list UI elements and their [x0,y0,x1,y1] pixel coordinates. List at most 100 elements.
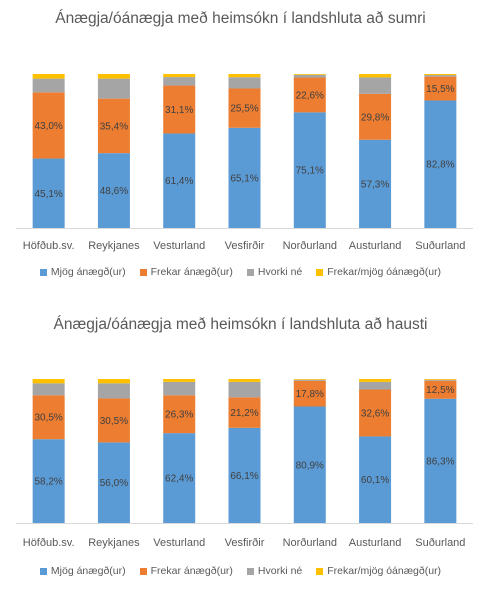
legend-item-hvorki-ne: Hvorki né [246,266,303,278]
bar-segment-vesturland-frekar-mjog-oan-gd-ur [163,379,196,382]
bar-segment-vesturland-frekar-an-gd-ur [163,395,196,434]
bar-segment-reykjanes-frekar-an-gd-ur [97,398,130,443]
legend-swatch [316,567,324,575]
data-label: 57,3% [361,179,389,190]
x-tick-label: Höfðub.sv. [23,537,75,549]
bar-segment-austurland-hvorki-ne [359,381,392,390]
bar-segment-vesfirdir-frekar-an-gd-ur [228,397,261,428]
x-tick-label: Suðurland [415,240,465,252]
bar-segment-hofdub-sv-hvorki-ne [32,78,65,93]
legend-swatch [246,567,254,575]
data-label: 86,3% [426,456,454,467]
legend-item-mjog-an-gd-ur: Mjög ánægð(ur) [39,266,126,278]
bar-segment-austurland-frekar-an-gd-ur [359,93,392,140]
data-label: 30,5% [100,416,128,427]
legend-item-mjog-an-gd-ur: Mjög ánægð(ur) [39,565,126,577]
bar-segment-hofdub-sv-hvorki-ne [32,383,65,396]
data-label: 48,6% [100,186,128,197]
bar-segment-nordurland-frekar-mjog-oan-gd-ur [293,74,326,75]
x-tick-label: Norðurland [283,537,337,549]
legend-label: Frekar/mjög óánægð(ur) [327,565,442,577]
x-tick-label: Austurland [349,240,402,252]
bar-segment-nordurland-mjog-an-gd-ur [293,112,326,228]
bar-segment-hofdub-sv-frekar-an-gd-ur [32,395,65,440]
x-tick-label: Höfðub.sv. [23,240,75,252]
data-label: 12,5% [426,385,454,396]
legend-summer: Mjög ánægð(ur) Frekar ánægð(ur) Hvorki né F… [0,266,481,278]
chart-title-autumn: Ánægja/óánægja með heimsókn í landshluta… [53,316,428,333]
x-tick-label: Vesturland [153,240,205,252]
data-label: 31,1% [165,105,193,116]
x-tick-label: Austurland [349,537,402,549]
data-label: 43,0% [34,121,62,132]
legend-swatch [246,268,254,276]
chart-plot-summer: 45,1% 43,0% Höfðub.sv. 48,6% 35,4% Reykjanes 6… [16,74,473,252]
x-tick-label: Suðurland [415,537,465,549]
bar-segment-nordurland-frekar-mjog-oan-gd-ur [293,379,326,380]
x-tick-label: Vesturland [153,537,205,549]
bar-segment-vesfirdir-frekar-an-gd-ur [228,88,261,128]
x-tick-label: Vesfirðir [225,240,265,252]
data-label: 32,6% [361,408,389,419]
bar-segment-austurland-frekar-mjog-oan-gd-ur [359,74,392,78]
legend-swatch [39,268,47,276]
data-label: 35,4% [100,121,128,132]
legend-swatch [316,268,324,276]
bar-segment-vesfirdir-frekar-mjog-oan-gd-ur [228,379,261,382]
bar-segment-nordurland-frekar-an-gd-ur [293,380,326,407]
data-label: 80,9% [296,460,324,471]
x-tick-label: Reykjanes [88,537,140,549]
bar-segment-vesturland-mjog-an-gd-ur [163,433,196,523]
bar-segment-vesturland-hvorki-ne [163,77,196,86]
bar-segment-reykjanes-frekar-an-gd-ur [97,98,130,154]
bar-segment-hofdub-sv-mjog-an-gd-ur [32,158,65,228]
bar-segment-austurland-frekar-an-gd-ur [359,389,392,437]
legend-label: Hvorki né [257,565,303,577]
bar-segment-vesturland-mjog-an-gd-ur [163,133,196,228]
x-tick-label: Reykjanes [88,240,140,252]
bar-segment-nordurland-hvorki-ne [293,379,326,381]
data-label: 29,8% [361,112,389,123]
bar-segment-reykjanes-hvorki-ne [97,383,130,399]
bar-segment-sudurland-hvorki-ne [424,75,457,77]
x-tick-label: Vesfirðir [225,537,265,549]
bar-segment-sudurland-frekar-mjog-oan-gd-ur [424,74,457,76]
legend-label: Frekar ánægð(ur) [150,266,233,278]
data-label: 26,3% [165,410,193,421]
legend-swatch [39,567,47,575]
bar-segment-sudurland-mjog-an-gd-ur [424,100,457,228]
bar-segment-sudurland-frekar-mjog-oan-gd-ur [424,379,457,380]
legend-item-hvorki-ne: Hvorki né [246,565,303,577]
data-label: 58,2% [34,477,62,488]
bar-segment-austurland-mjog-an-gd-ur [359,139,392,228]
legend-label: Mjög ánægð(ur) [50,565,126,577]
chart-title-summer: Ánægja/óánægja með heimsókn í landshluta… [55,10,426,27]
bar-segment-austurland-hvorki-ne [359,77,392,94]
bar-segment-sudurland-frekar-an-gd-ur [424,76,457,101]
data-label: 22,6% [296,90,324,101]
legend-label: Hvorki né [257,266,303,278]
data-label: 61,4% [165,176,193,187]
bar-segment-hofdub-sv-frekar-mjog-oan-gd-ur [32,379,65,384]
bar-segment-vesfirdir-frekar-mjog-oan-gd-ur [228,74,261,78]
data-label: 21,2% [230,408,258,419]
bar-segment-vesturland-frekar-mjog-oan-gd-ur [163,74,196,78]
data-label: 65,1% [230,173,258,184]
legend-swatch [139,268,147,276]
data-label: 66,1% [230,471,258,482]
bar-segment-hofdub-sv-frekar-an-gd-ur [32,92,65,159]
data-label: 75,1% [296,166,324,177]
data-label: 45,1% [34,189,62,200]
bar-segment-reykjanes-hvorki-ne [97,78,130,99]
bar-segment-sudurland-mjog-an-gd-ur [424,398,457,523]
bar-segment-vesturland-hvorki-ne [163,381,196,396]
data-label: 30,5% [34,413,62,424]
bar-segment-nordurland-mjog-an-gd-ur [293,406,326,523]
legend-item-frekar-mjog-oan-gd-ur: Frekar/mjög óánægð(ur) [316,266,441,278]
legend-autumn: Mjög ánægð(ur) Frekar ánægð(ur) Hvorki né F… [0,565,481,577]
bar-segment-reykjanes-mjog-an-gd-ur [97,442,130,523]
legend-swatch [139,567,147,575]
legend-item-frekar-mjog-oan-gd-ur: Frekar/mjög óánægð(ur) [316,565,441,577]
data-label: 82,8% [426,160,454,171]
bar-segment-sudurland-frekar-an-gd-ur [424,380,457,399]
